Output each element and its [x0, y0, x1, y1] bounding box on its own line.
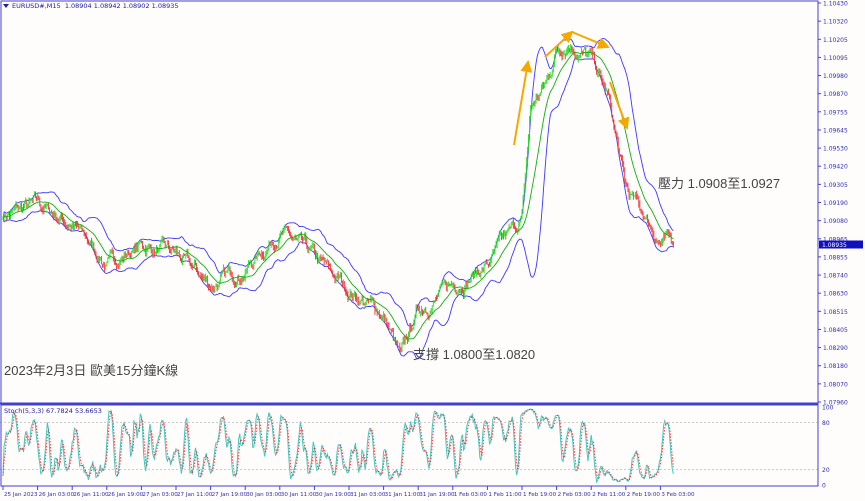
y-tick-label: 1.09870	[823, 91, 848, 98]
y-tick-label: 1.07960	[823, 400, 848, 407]
current-price-label: 1.08935	[822, 242, 847, 249]
stochastic-level-label: 100	[822, 405, 834, 412]
y-tick-label: 1.08965	[823, 236, 848, 243]
x-tick-label: 31 Jan 11:00	[385, 492, 421, 498]
upper-band-line	[2, 38, 674, 327]
candles	[2, 43, 674, 353]
stochastic-panel	[0, 408, 818, 484]
x-tick-label: 26 Jan 19:00	[108, 492, 144, 498]
x-tick-label: 2 Feb 19:00	[627, 492, 661, 498]
x-tick-label: 27 Jan 19:00	[212, 492, 248, 498]
chart-caption: 2023年2月3日 歐美15分鐘K線	[4, 363, 179, 378]
y-tick-label: 1.09080	[823, 218, 848, 225]
x-tick-label: 30 Jan 19:00	[315, 492, 351, 498]
y-tick-label: 1.10320	[823, 19, 848, 26]
y-tick-label: 1.09645	[823, 127, 848, 134]
trend-arrow	[544, 30, 574, 58]
y-tick-label: 1.09190	[823, 200, 848, 207]
y-tick-label: 1.09530	[823, 146, 848, 153]
y-tick-label: 1.08855	[823, 254, 848, 261]
y-tick-label: 1.09305	[823, 182, 848, 189]
y-tick-label: 1.08515	[823, 309, 848, 316]
x-tick-label: 26 Jan 11:00	[73, 492, 109, 498]
resistance-annotation: 壓力 1.0908至1.0927	[658, 176, 781, 191]
stochastic-signal-line	[2, 408, 674, 482]
y-tick-label: 1.09420	[823, 164, 848, 171]
x-tick-label: 2 Feb 03:00	[558, 492, 592, 498]
ohlc-values: 1.08904 1.08942 1.08902 1.08935	[64, 2, 179, 10]
chart-header: EURUSD#,M15 1.08904 1.08942 1.08902 1.08…	[3, 2, 179, 10]
x-tick-label: 1 Feb 19:00	[523, 492, 557, 498]
trend-arrow	[609, 81, 630, 130]
lower-band-line	[2, 57, 674, 360]
y-tick-label: 1.08290	[823, 345, 848, 352]
x-tick-label: 31 Jan 03:00	[350, 492, 386, 498]
x-tick-label: 30 Jan 11:00	[281, 492, 317, 498]
stochastic-panel-frame	[0, 404, 819, 487]
y-tick-label: 1.10095	[823, 55, 848, 62]
current-price-badge	[819, 240, 863, 249]
x-tick-label: 2 Feb 11:00	[592, 492, 626, 498]
y-tick-label: 1.08180	[823, 363, 848, 370]
stochastic-label: Stoch(5,3,3) 67.7824 53.6653	[4, 407, 102, 415]
bollinger-bands	[2, 38, 674, 360]
x-tick-label: 27 Jan 11:00	[177, 492, 213, 498]
x-tick-label: 30 Jan 03:00	[246, 492, 282, 498]
stochastic-level-label: 20	[822, 467, 830, 474]
y-tick-label: 1.08070	[823, 381, 848, 388]
trend-arrow	[513, 60, 533, 146]
symbol-label: EURUSD#,M15	[12, 2, 61, 10]
trend-arrow	[571, 31, 610, 49]
dropdown-triangle-icon[interactable]	[3, 4, 9, 8]
support-annotation: 支撐 1.0800至1.0820	[413, 347, 536, 362]
x-tick-label: 26 Jan 03:00	[39, 492, 75, 498]
x-tick-label: 1 Feb 11:00	[488, 492, 522, 498]
stochastic-level-label: 0	[822, 483, 826, 490]
stochastic-main-line	[2, 408, 674, 484]
trend-arrows	[513, 30, 630, 146]
x-tick-label: 3 Feb 03:00	[661, 492, 695, 498]
y-tick-label: 1.09755	[823, 109, 848, 116]
y-tick-label: 1.08630	[823, 291, 848, 298]
y-tick-label: 1.10205	[823, 37, 848, 44]
y-tick-label: 1.08740	[823, 273, 848, 280]
y-tick-label: 1.08405	[823, 327, 848, 334]
x-tick-label: 27 Jan 03:00	[142, 492, 178, 498]
x-tick-label: 31 Jan 19:00	[419, 492, 455, 498]
stochastic-level-label: 80	[822, 420, 830, 427]
y-tick-label: 1.10430	[823, 1, 848, 8]
moving-average-line	[2, 51, 674, 340]
x-tick-label: 25 Jan 2023	[4, 492, 38, 498]
y-tick-label: 1.09980	[823, 73, 848, 80]
main-panel-frame	[0, 0, 819, 405]
x-tick-label: 1 Feb 03:00	[454, 492, 488, 498]
